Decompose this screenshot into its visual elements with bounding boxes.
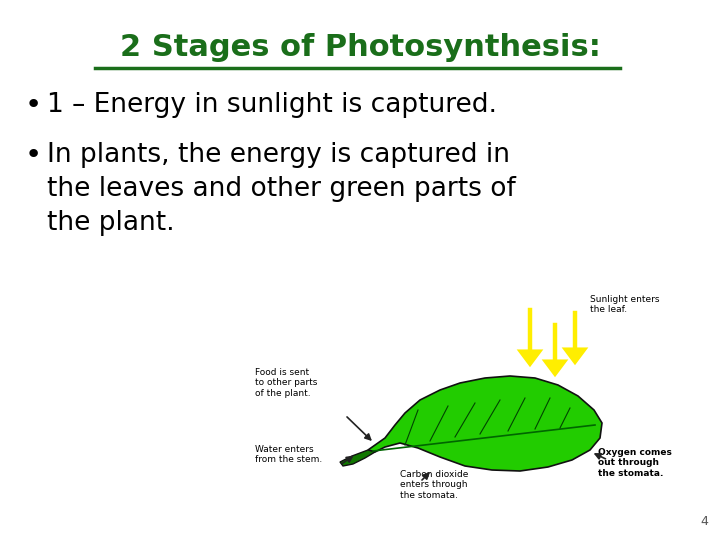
Text: 4: 4 [700,515,708,528]
Text: Carbon dioxide
enters through
the stomata.: Carbon dioxide enters through the stomat… [400,470,469,500]
Text: Food is sent
to other parts
of the plant.: Food is sent to other parts of the plant… [255,368,318,398]
Polygon shape [340,450,375,466]
Text: In plants, the energy is captured in: In plants, the energy is captured in [47,142,510,168]
Text: •: • [25,91,42,119]
Text: the plant.: the plant. [47,210,175,236]
Text: Sunlight enters
the leaf.: Sunlight enters the leaf. [590,295,660,314]
Polygon shape [368,376,602,471]
Text: 1 – Energy in sunlight is captured.: 1 – Energy in sunlight is captured. [47,92,497,118]
Text: •: • [25,141,42,169]
Text: Water enters
from the stem.: Water enters from the stem. [255,445,323,464]
Text: 2 Stages of Photosynthesis:: 2 Stages of Photosynthesis: [120,33,600,63]
Text: Oxygen comes
out through
the stomata.: Oxygen comes out through the stomata. [598,448,672,478]
Text: the leaves and other green parts of: the leaves and other green parts of [47,176,516,202]
